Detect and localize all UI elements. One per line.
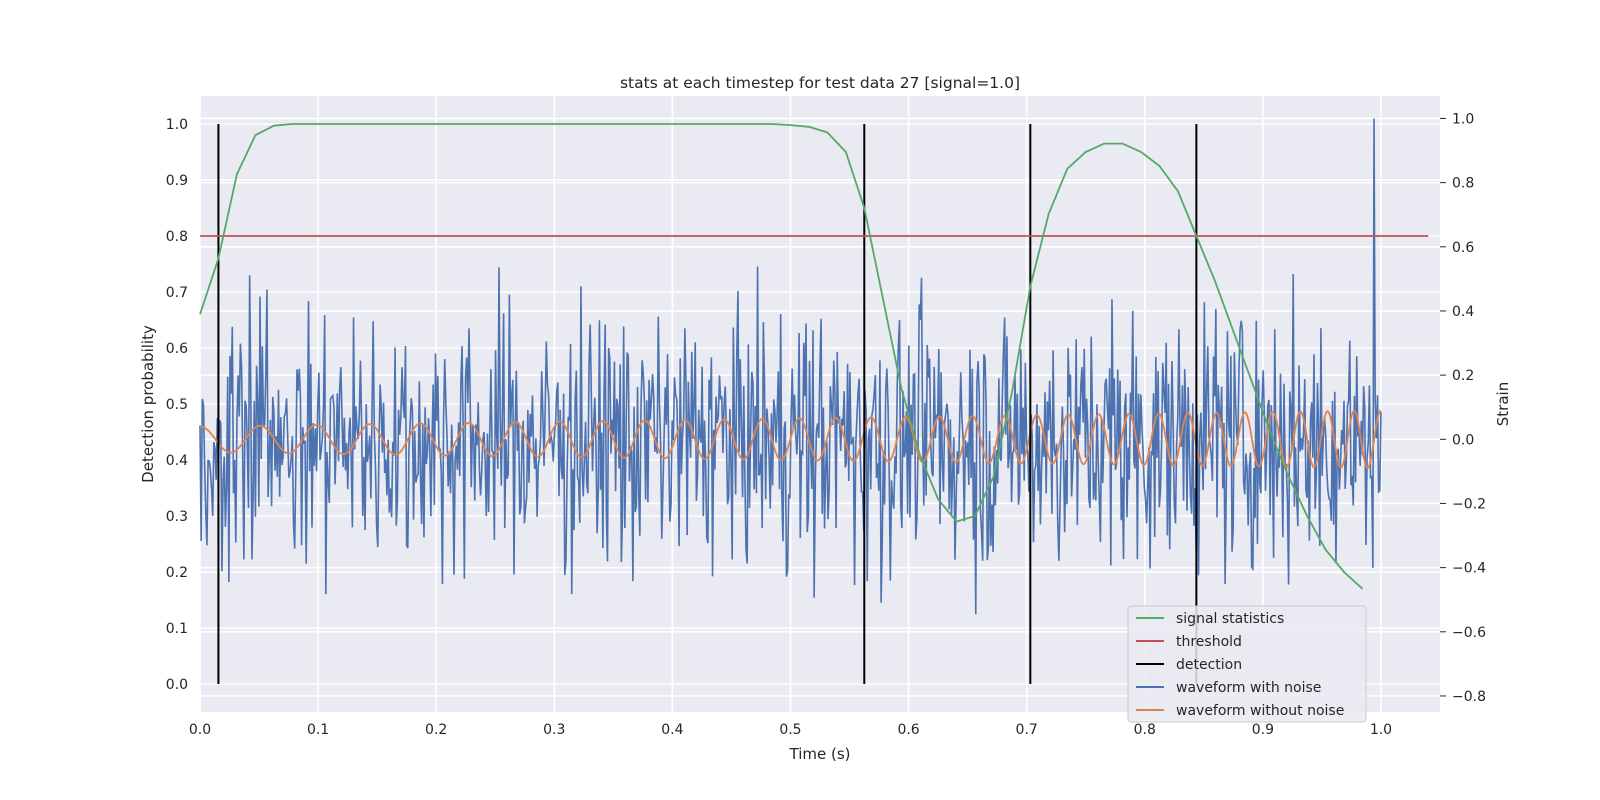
x-tick-label: 0.2	[425, 722, 447, 738]
x-tick-label: 0.8	[1134, 722, 1156, 738]
y2-tick-label: −0.4	[1452, 561, 1486, 577]
x-tick-label: 1.0	[1370, 722, 1392, 738]
chart-title: stats at each timestep for test data 27 …	[620, 74, 1020, 92]
y-tick-label: 0.7	[166, 285, 188, 301]
y2-tick-label: 0.4	[1452, 304, 1474, 320]
x-tick-label: 0.0	[189, 722, 211, 738]
y-tick-label: 0.4	[166, 453, 188, 469]
series-waveform-with-noise	[199, 118, 1382, 615]
legend-label: threshold	[1176, 634, 1242, 650]
y2-tick-label: −0.8	[1452, 689, 1486, 705]
y-tick-label: 0.5	[166, 397, 188, 413]
y2-tick-label: 0.2	[1452, 368, 1474, 384]
series-signal-statistics	[199, 123, 1364, 590]
x-tick-label: 0.6	[897, 722, 919, 738]
y-axis-title: Detection probability	[139, 325, 157, 483]
x-axis-title: Time (s)	[789, 745, 851, 763]
legend-label: waveform without noise	[1176, 703, 1344, 719]
y-tick-label: 0.3	[166, 509, 188, 525]
series-layer	[199, 118, 1429, 684]
legend-label: signal statistics	[1176, 611, 1284, 627]
y2-axis-title: Strain	[1494, 382, 1512, 426]
y-tick-label: 1.0	[166, 117, 188, 133]
y-tick-label: 0.1	[166, 621, 188, 637]
x-tick-label: 0.4	[661, 722, 683, 738]
legend-label: detection	[1176, 657, 1242, 673]
x-tick-label: 0.1	[307, 722, 329, 738]
y-tick-label: 0.6	[166, 341, 188, 357]
y-tick-label: 0.8	[166, 229, 188, 245]
x-tick-label: 0.5	[779, 722, 801, 738]
y2-tick-label: 1.0	[1452, 111, 1474, 127]
y-tick-label: 0.9	[166, 173, 188, 189]
y2-tick-label: −0.2	[1452, 496, 1486, 512]
y-tick-label: 0.0	[166, 677, 188, 693]
legend-frame	[1127, 605, 1367, 723]
ticks: 0.0 0.1 0.2 0.3 0.4 0.5 0.6 0.7 0.8 0.9 1.0 0.0 0.1 0…	[166, 111, 1486, 738]
series-waveform-without-noise	[199, 409, 1382, 469]
x-tick-label: 0.7	[1016, 722, 1038, 738]
legend: signal statistics threshold detection wavef…	[1127, 605, 1367, 723]
y2-tick-label: −0.6	[1452, 625, 1486, 641]
y-tick-label: 0.2	[166, 565, 188, 581]
y2-tick-label: 0.8	[1452, 176, 1474, 192]
legend-label: waveform with noise	[1176, 680, 1321, 696]
y2-tick-label: 0.6	[1452, 240, 1474, 256]
x-tick-label: 0.9	[1252, 722, 1274, 738]
y2-tick-label: 0.0	[1452, 432, 1474, 448]
x-tick-label: 0.3	[543, 722, 565, 738]
